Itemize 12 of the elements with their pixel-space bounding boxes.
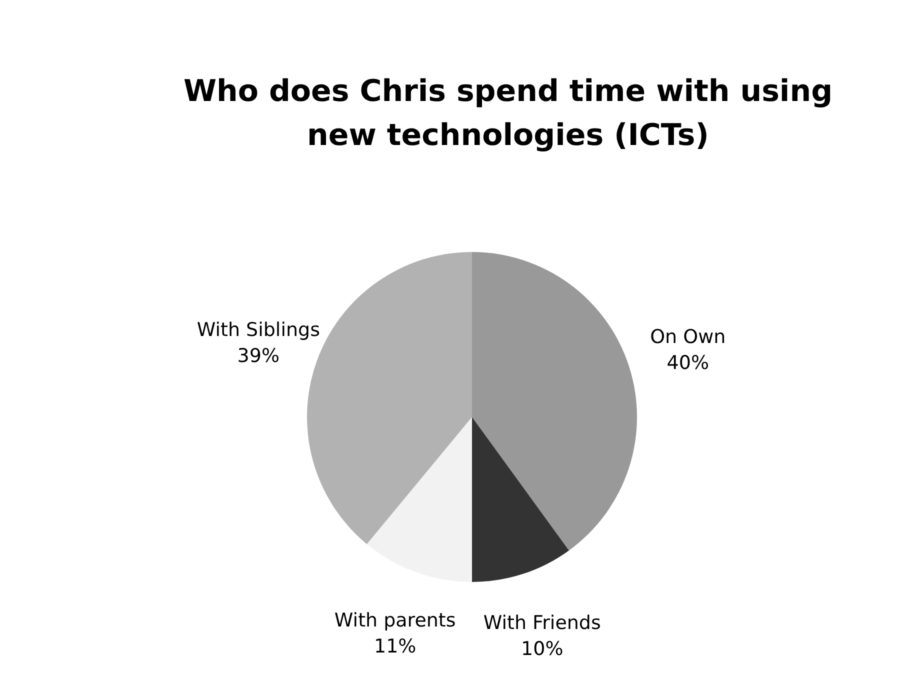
chart-title: Who does Chris spend time with using new technologies (ICTs) bbox=[182, 73, 834, 155]
data-label: 10% bbox=[521, 638, 564, 660]
slice-label: With parents bbox=[334, 610, 456, 632]
slice-label: With Siblings bbox=[196, 319, 320, 342]
pie-slice bbox=[366, 417, 472, 582]
data-label: 11% bbox=[374, 636, 416, 658]
data-label: 39% bbox=[237, 345, 280, 368]
slice-label: On Own bbox=[650, 326, 726, 348]
slice-label: With Friends bbox=[483, 612, 601, 634]
data-label: 40% bbox=[666, 352, 710, 374]
pie-slice bbox=[472, 417, 569, 582]
pie-slice bbox=[472, 252, 637, 550]
